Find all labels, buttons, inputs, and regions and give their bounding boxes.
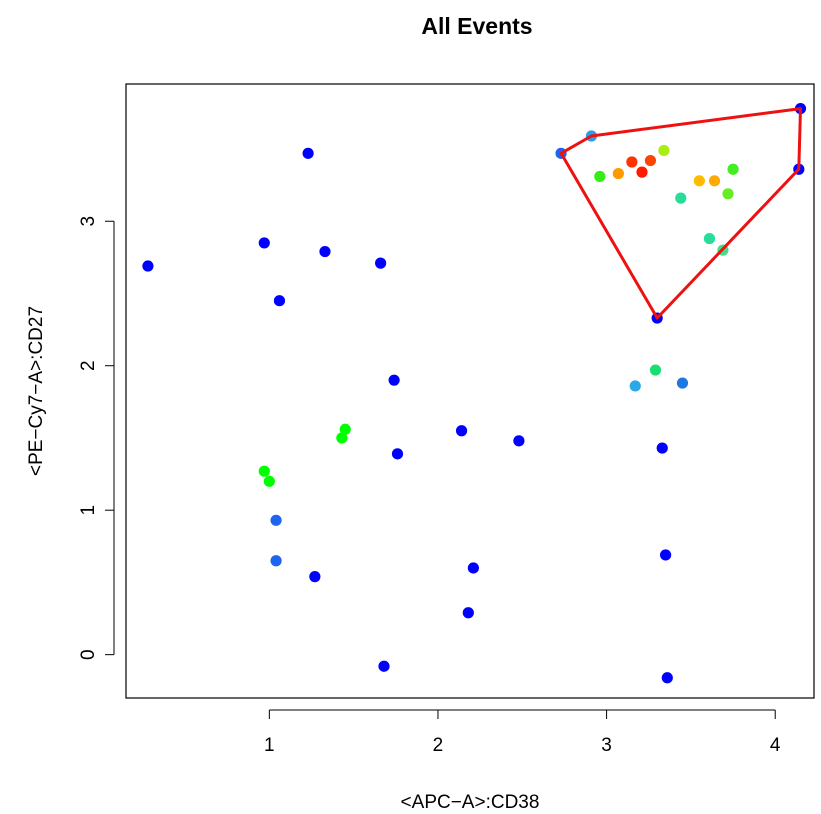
data-point: [612, 167, 624, 180]
data-point: [142, 260, 154, 272]
data-point: [263, 475, 275, 487]
data-point: [658, 144, 670, 157]
data-point: [270, 555, 282, 567]
y-tick-label: 3: [78, 216, 99, 227]
data-point: [649, 364, 662, 376]
y-tick-label: 1: [78, 505, 99, 516]
data-point: [708, 175, 721, 187]
data-point: [660, 549, 672, 561]
data-point: [467, 562, 479, 574]
data-point: [375, 257, 387, 269]
x-tick-label: 3: [601, 735, 612, 756]
data-point: [336, 432, 348, 444]
data-point: [391, 448, 404, 460]
data-point: [258, 237, 270, 249]
data-point: [309, 571, 321, 583]
y-axis: 0 1 2 3: [78, 216, 115, 660]
data-point: [302, 147, 314, 159]
data-point: [455, 425, 468, 437]
gate-layer: [559, 107, 802, 320]
data-point: [722, 188, 734, 200]
x-tick-label: 2: [433, 735, 444, 756]
data-point: [319, 245, 331, 258]
x-axis-label: <APC−A>:CD38: [401, 792, 540, 813]
data-point: [339, 423, 351, 435]
x-axis: 1 2 3 4: [264, 709, 781, 756]
data-point: [513, 435, 525, 447]
data-point: [676, 377, 689, 389]
data-point: [378, 660, 390, 672]
data-point: [629, 380, 641, 392]
data-point: [258, 465, 270, 477]
data-point: [462, 607, 474, 619]
data-point: [644, 154, 657, 167]
chart-title: All Events: [421, 13, 532, 39]
plot-frame: [125, 83, 815, 699]
data-point: [270, 514, 282, 526]
data-point: [656, 442, 668, 454]
x-tick-label: 1: [264, 735, 275, 756]
data-point: [727, 163, 739, 175]
data-point: [661, 672, 673, 684]
data-point: [594, 170, 606, 183]
data-point: [675, 192, 687, 204]
data-point: [388, 374, 400, 386]
y-axis-label: <PE−Cy7−A>:CD27: [26, 306, 47, 476]
data-point: [273, 295, 286, 307]
data-point: [636, 166, 648, 178]
gate-polygon[interactable]: [559, 107, 802, 320]
data-point: [693, 175, 705, 187]
x-tick-label: 4: [770, 735, 781, 756]
data-point: [703, 232, 716, 245]
y-tick-label: 2: [78, 360, 99, 371]
data-point: [626, 156, 638, 168]
points-layer: [142, 102, 807, 684]
y-tick-label: 0: [78, 649, 99, 660]
